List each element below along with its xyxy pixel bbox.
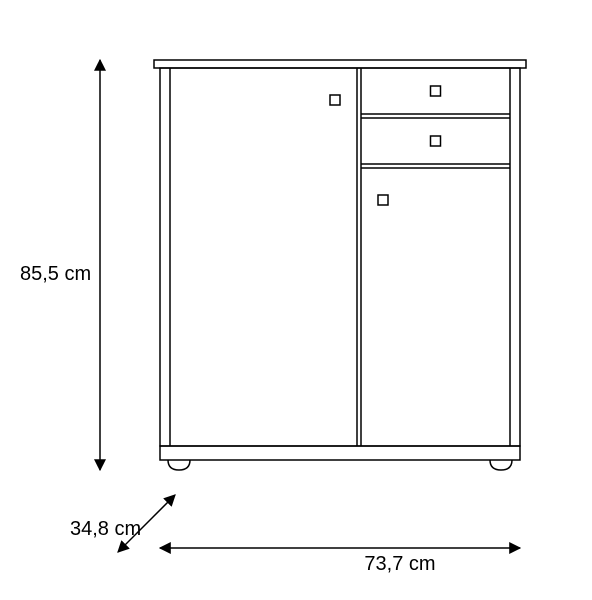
cabinet-outline xyxy=(154,60,526,470)
dimension-arrows xyxy=(100,60,520,552)
height-label: 85,5 cm xyxy=(20,263,91,285)
depth-label: 34,8 cm xyxy=(70,518,141,540)
cabinet-dimension-diagram: 85,5 cm 73,7 cm 34,8 cm xyxy=(0,0,592,600)
width-label: 73,7 cm xyxy=(364,553,435,575)
